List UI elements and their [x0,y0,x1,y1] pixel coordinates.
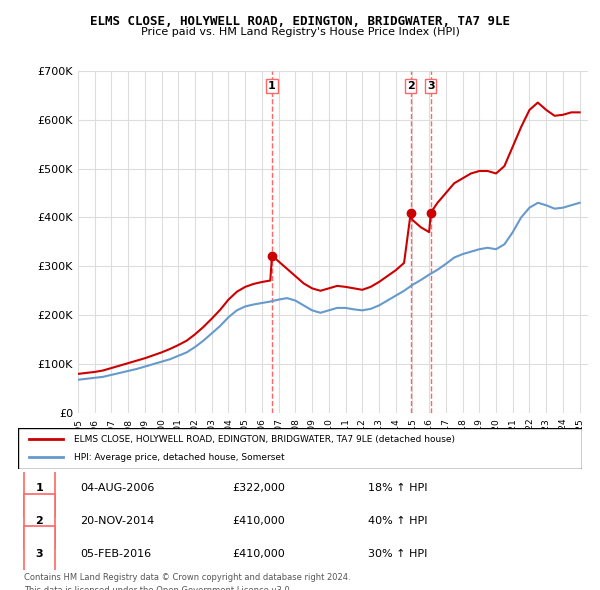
FancyBboxPatch shape [23,526,55,581]
Text: 3: 3 [427,81,434,91]
Text: £322,000: £322,000 [232,483,285,493]
Text: 04-AUG-2006: 04-AUG-2006 [80,483,154,493]
Text: 3: 3 [35,549,43,559]
Text: Contains HM Land Registry data © Crown copyright and database right 2024.: Contains HM Land Registry data © Crown c… [24,573,350,582]
Text: £410,000: £410,000 [232,549,285,559]
Text: 20-NOV-2014: 20-NOV-2014 [80,516,154,526]
Text: 2: 2 [407,81,415,91]
Text: ELMS CLOSE, HOLYWELL ROAD, EDINGTON, BRIDGWATER, TA7 9LE: ELMS CLOSE, HOLYWELL ROAD, EDINGTON, BRI… [90,15,510,28]
Text: 05-FEB-2016: 05-FEB-2016 [80,549,151,559]
Text: 30% ↑ HPI: 30% ↑ HPI [368,549,427,559]
Text: ELMS CLOSE, HOLYWELL ROAD, EDINGTON, BRIDGWATER, TA7 9LE (detached house): ELMS CLOSE, HOLYWELL ROAD, EDINGTON, BRI… [74,435,455,444]
Text: 18% ↑ HPI: 18% ↑ HPI [368,483,427,493]
FancyBboxPatch shape [18,428,582,469]
Text: Price paid vs. HM Land Registry's House Price Index (HPI): Price paid vs. HM Land Registry's House … [140,27,460,37]
Text: HPI: Average price, detached house, Somerset: HPI: Average price, detached house, Some… [74,453,285,462]
FancyBboxPatch shape [23,494,55,548]
Text: 2: 2 [35,516,43,526]
Text: 1: 1 [268,81,276,91]
Text: £410,000: £410,000 [232,516,285,526]
Text: 1: 1 [35,483,43,493]
Text: This data is licensed under the Open Government Licence v3.0.: This data is licensed under the Open Gov… [24,586,292,590]
FancyBboxPatch shape [23,461,55,516]
Text: 40% ↑ HPI: 40% ↑ HPI [368,516,427,526]
